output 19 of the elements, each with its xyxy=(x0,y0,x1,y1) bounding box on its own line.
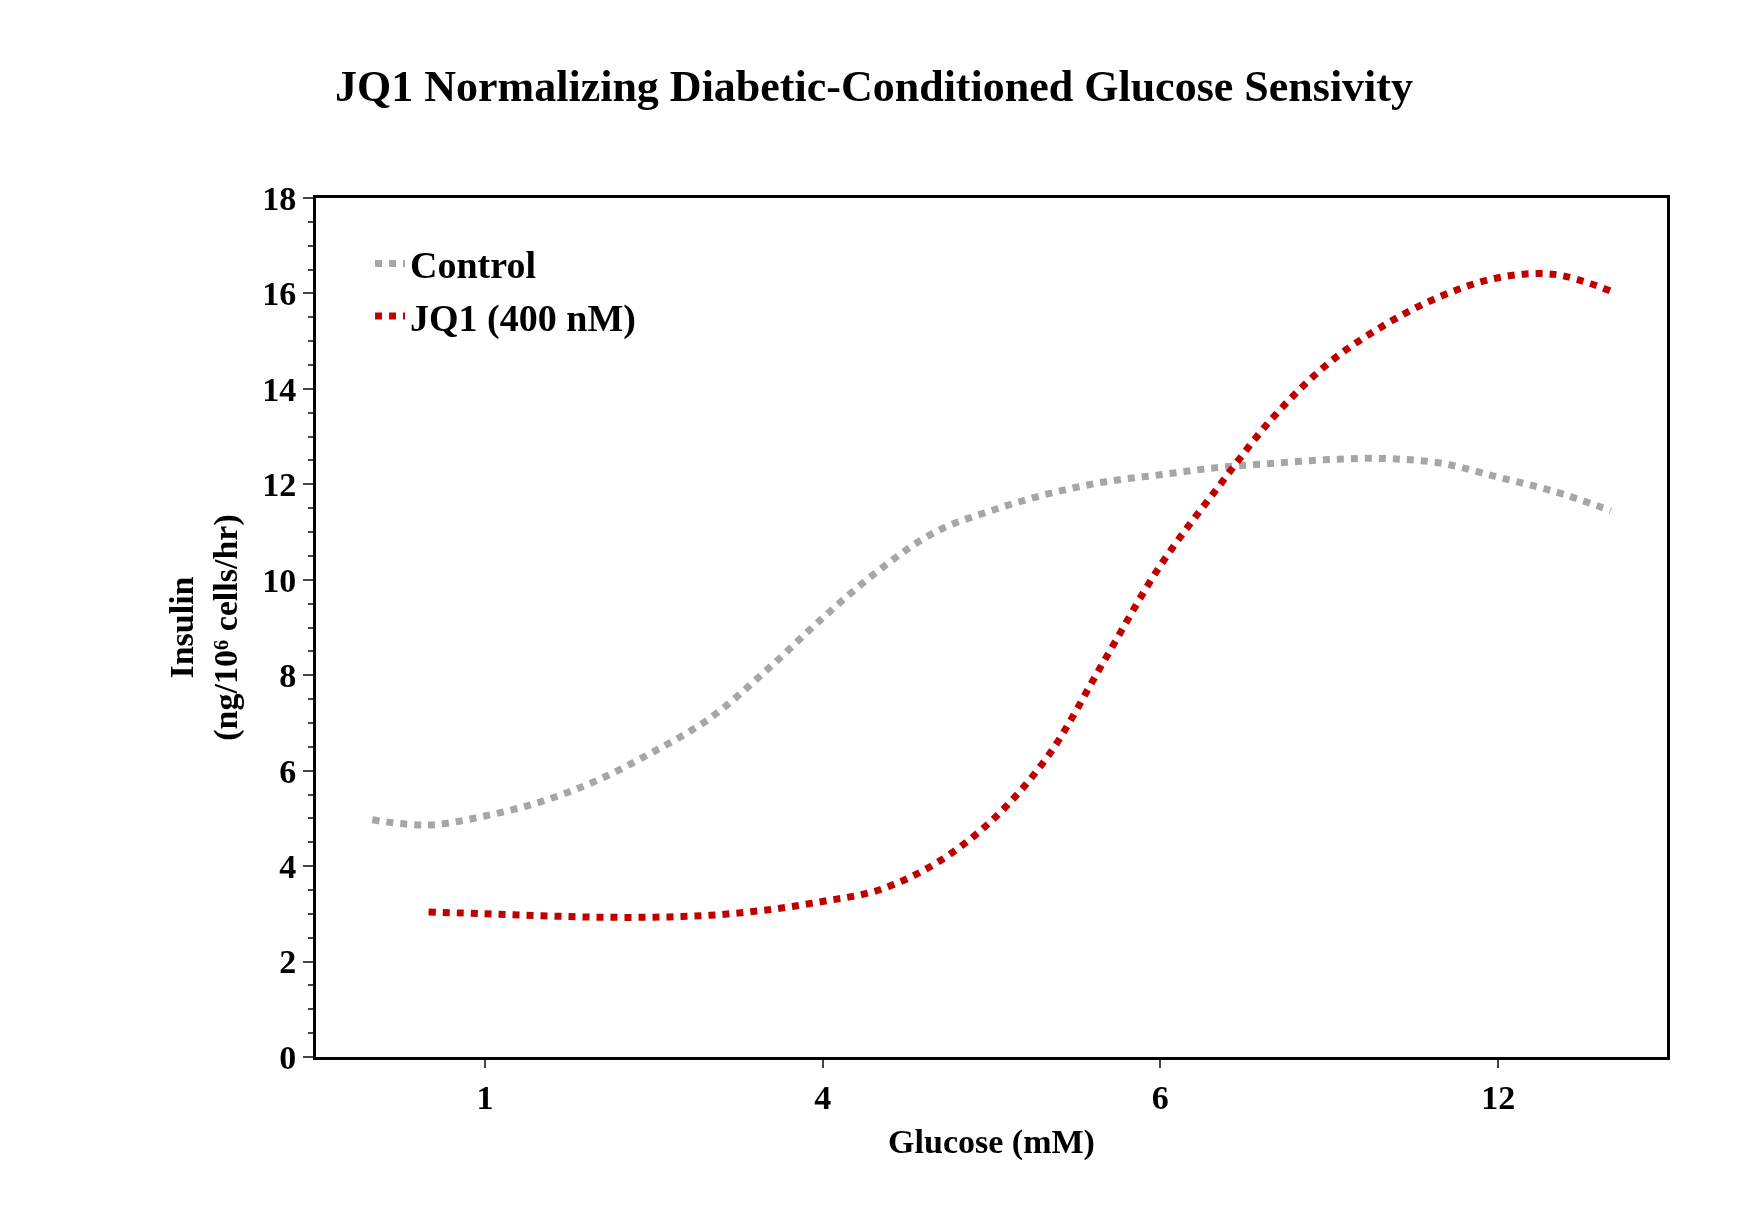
y-tick-label: 10 xyxy=(262,561,297,599)
y-tick-label: 18 xyxy=(262,179,297,217)
y-tick-label: 2 xyxy=(279,943,297,981)
x-tick-label: 6 xyxy=(1151,1078,1169,1116)
y-tick-label: 6 xyxy=(279,752,297,790)
y-tick-label: 14 xyxy=(262,370,297,408)
y-tick-label: 4 xyxy=(279,848,297,886)
x-tick-label: 12 xyxy=(1481,1078,1516,1116)
x-axis-title: Glucose (mM) xyxy=(888,1123,1095,1162)
x-tick-label: 4 xyxy=(814,1078,832,1116)
legend-label: JQ1 (400 nM) xyxy=(410,296,636,340)
y-tick-label: 8 xyxy=(279,657,297,695)
y-axis-title: Insulin (ng/10⁶ cells/hr) xyxy=(162,514,245,741)
chart-title: JQ1 Normalizing Diabetic-Conditioned Glucose Sensivity xyxy=(335,62,1413,112)
x-tick-label: 1 xyxy=(476,1078,494,1116)
y-tick-label: 12 xyxy=(262,466,297,504)
legend-label: Control xyxy=(410,244,537,287)
y-tick-label: 0 xyxy=(279,1038,297,1076)
y-tick-label: 16 xyxy=(262,275,297,313)
